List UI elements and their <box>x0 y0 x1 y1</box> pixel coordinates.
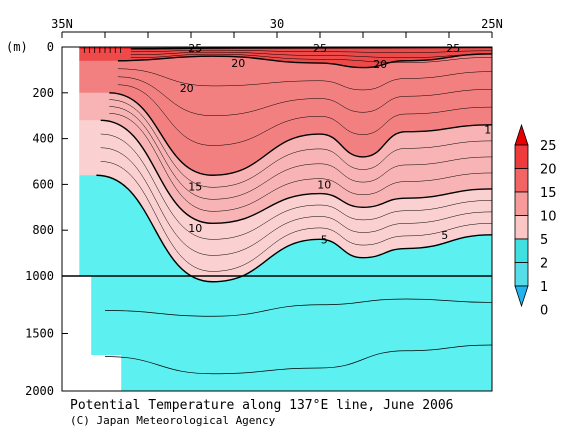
colorbar-swatch <box>514 168 529 193</box>
y-axis-unit: (m) <box>6 40 28 54</box>
y-tick-label: 2000 <box>25 384 54 398</box>
contour-label: 20 <box>180 82 194 95</box>
x-tick-label: 35N <box>51 17 73 31</box>
y-tick-label: 600 <box>32 177 54 191</box>
land-seafloor-mask <box>62 47 122 391</box>
minor-isotherm <box>117 76 493 116</box>
colorbar-label: 1 <box>540 280 548 295</box>
contour-label-layer: 25 25 25 20 20 20 15 10 10 5 5 1 <box>180 42 492 246</box>
colorbar-swatch <box>514 191 529 216</box>
temperature-fill-layer <box>62 47 492 391</box>
colorbar-swatch <box>514 262 529 287</box>
contour-label: 25 <box>446 42 460 55</box>
colorbar-label: 2 <box>540 257 548 272</box>
isotherm-25 <box>130 46 493 50</box>
colorbar-top-arrow <box>514 123 529 146</box>
colorbar-swatch <box>514 238 529 263</box>
x-tick-label: 30 <box>270 17 284 31</box>
colorbar-label: 20 <box>540 163 557 178</box>
colorbar-label: 25 <box>540 139 557 154</box>
colorbar-label: 0 <box>540 304 548 319</box>
isotherm-5 <box>96 174 493 283</box>
contour-label: 20 <box>231 57 245 70</box>
colorbar-swatch <box>514 215 529 240</box>
colorbar-label: 10 <box>540 210 557 225</box>
minor-isotherm <box>130 49 493 53</box>
y-tick-label: 1500 <box>25 327 54 341</box>
axes-layer: 35N 30 25N 0 200 400 600 800 1000 1500 2000 (m) <box>6 17 503 398</box>
minor-isotherm <box>109 113 493 212</box>
contour-label: 20 <box>373 58 387 71</box>
contour-label: 25 <box>313 42 327 55</box>
plot-frame <box>61 46 493 392</box>
contour-label: 1 <box>484 123 491 136</box>
isotherm-contour-layer <box>96 46 493 375</box>
deep-isotherm <box>104 344 493 375</box>
y-tick-label: 400 <box>32 132 54 146</box>
contour-label: 25 <box>188 42 202 55</box>
minor-isotherm <box>100 133 493 240</box>
contour-label: 10 <box>188 222 202 235</box>
isotherm-20 <box>117 53 493 69</box>
y-tick-label: 800 <box>32 223 54 237</box>
minor-isotherm <box>130 51 493 58</box>
above-15C-region <box>79 47 492 176</box>
chart-title: Potential Temperature along 137°E line, … <box>70 398 454 413</box>
credit-text: (C) Japan Meteorological Agency <box>70 414 276 427</box>
colorbar-swatch <box>514 144 529 169</box>
contour-label: 15 <box>188 181 202 194</box>
colorbar-bottom-arrow <box>514 285 529 308</box>
deep-isotherm <box>104 298 493 317</box>
contour-label: 5 <box>441 229 448 242</box>
minor-isotherm <box>130 53 493 63</box>
y-tick-label: 1000 <box>25 269 54 283</box>
minor-isotherm <box>109 99 493 188</box>
isotherm-10 <box>100 119 493 225</box>
minor-isotherm <box>109 106 493 200</box>
colorbar-label: 5 <box>540 233 548 248</box>
minor-isotherm <box>117 84 493 146</box>
minor-isotherm <box>100 147 493 256</box>
minor-isotherm <box>117 68 493 91</box>
contour-label: 5 <box>321 233 328 246</box>
x-tick-label: 25N <box>481 17 503 31</box>
colorbar-label: 15 <box>540 186 557 201</box>
y-tick-label: 0 <box>47 40 54 54</box>
y-tick-label: 200 <box>32 86 54 100</box>
contour-label: 10 <box>317 178 331 191</box>
isotherm-15 <box>109 92 493 176</box>
minor-isotherm <box>100 161 493 272</box>
